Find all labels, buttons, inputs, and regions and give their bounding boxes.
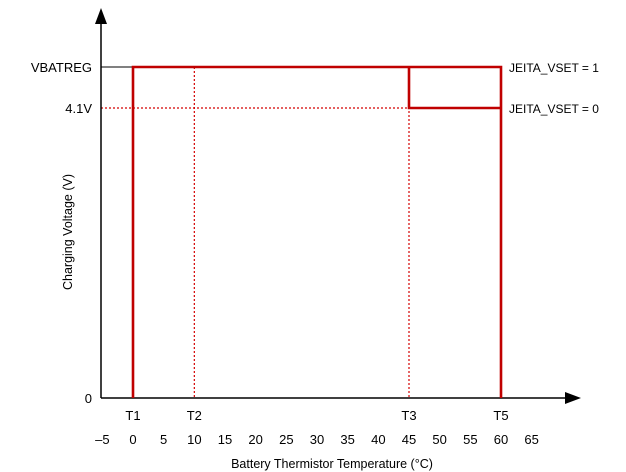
y-level-labels: 0 4.1V VBATREG: [31, 60, 92, 406]
x-tick-label: 25: [279, 432, 293, 447]
x-axis-title: Battery Thermistor Temperature (°C): [231, 457, 433, 471]
x-tick-label: 50: [432, 432, 446, 447]
y-axis-arrow: [95, 8, 107, 24]
annotation-jeita-vset-1: JEITA_VSET = 1: [509, 61, 599, 75]
x-tick-label: 0: [129, 432, 136, 447]
marker-label-t2: T2: [187, 408, 202, 423]
marker-label-t5: T5: [493, 408, 508, 423]
dotted-guide-lines: [101, 67, 501, 398]
x-tick-label: 45: [402, 432, 416, 447]
x-tick-label: 55: [463, 432, 477, 447]
x-tick-label: 40: [371, 432, 385, 447]
x-tick-label: 60: [494, 432, 508, 447]
x-tick-label: 35: [340, 432, 354, 447]
x-axis-arrow: [565, 392, 581, 404]
y-label-v41: 4.1V: [65, 101, 92, 116]
series-line-jeita-vset-0: [407, 67, 501, 110]
annotation-jeita-vset-0: JEITA_VSET = 0: [509, 102, 599, 116]
x-tick-label: 20: [248, 432, 262, 447]
x-tick-labels: –5 0 5 10 15 20 25 30 35 40 45 50 55 60 65: [95, 432, 539, 447]
x-tick-label: 15: [218, 432, 232, 447]
x-tick-label: –5: [95, 432, 109, 447]
marker-label-t1: T1: [125, 408, 140, 423]
y-label-vbatreg: VBATREG: [31, 60, 92, 75]
x-tick-label: 10: [187, 432, 201, 447]
y-axis-title: Charging Voltage (V): [61, 174, 75, 290]
x-tick-label: 65: [524, 432, 538, 447]
x-tick-label: 5: [160, 432, 167, 447]
temperature-markers: T1 T2 T3 T5: [125, 408, 508, 423]
axes: [95, 8, 581, 404]
marker-label-t3: T3: [401, 408, 416, 423]
y-label-zero: 0: [85, 391, 92, 406]
charging-voltage-series: [131, 65, 503, 398]
series-line-jeita-vset-1: [131, 65, 503, 398]
x-tick-label: 30: [310, 432, 324, 447]
series-annotations: JEITA_VSET = 1 JEITA_VSET = 0: [509, 61, 599, 116]
